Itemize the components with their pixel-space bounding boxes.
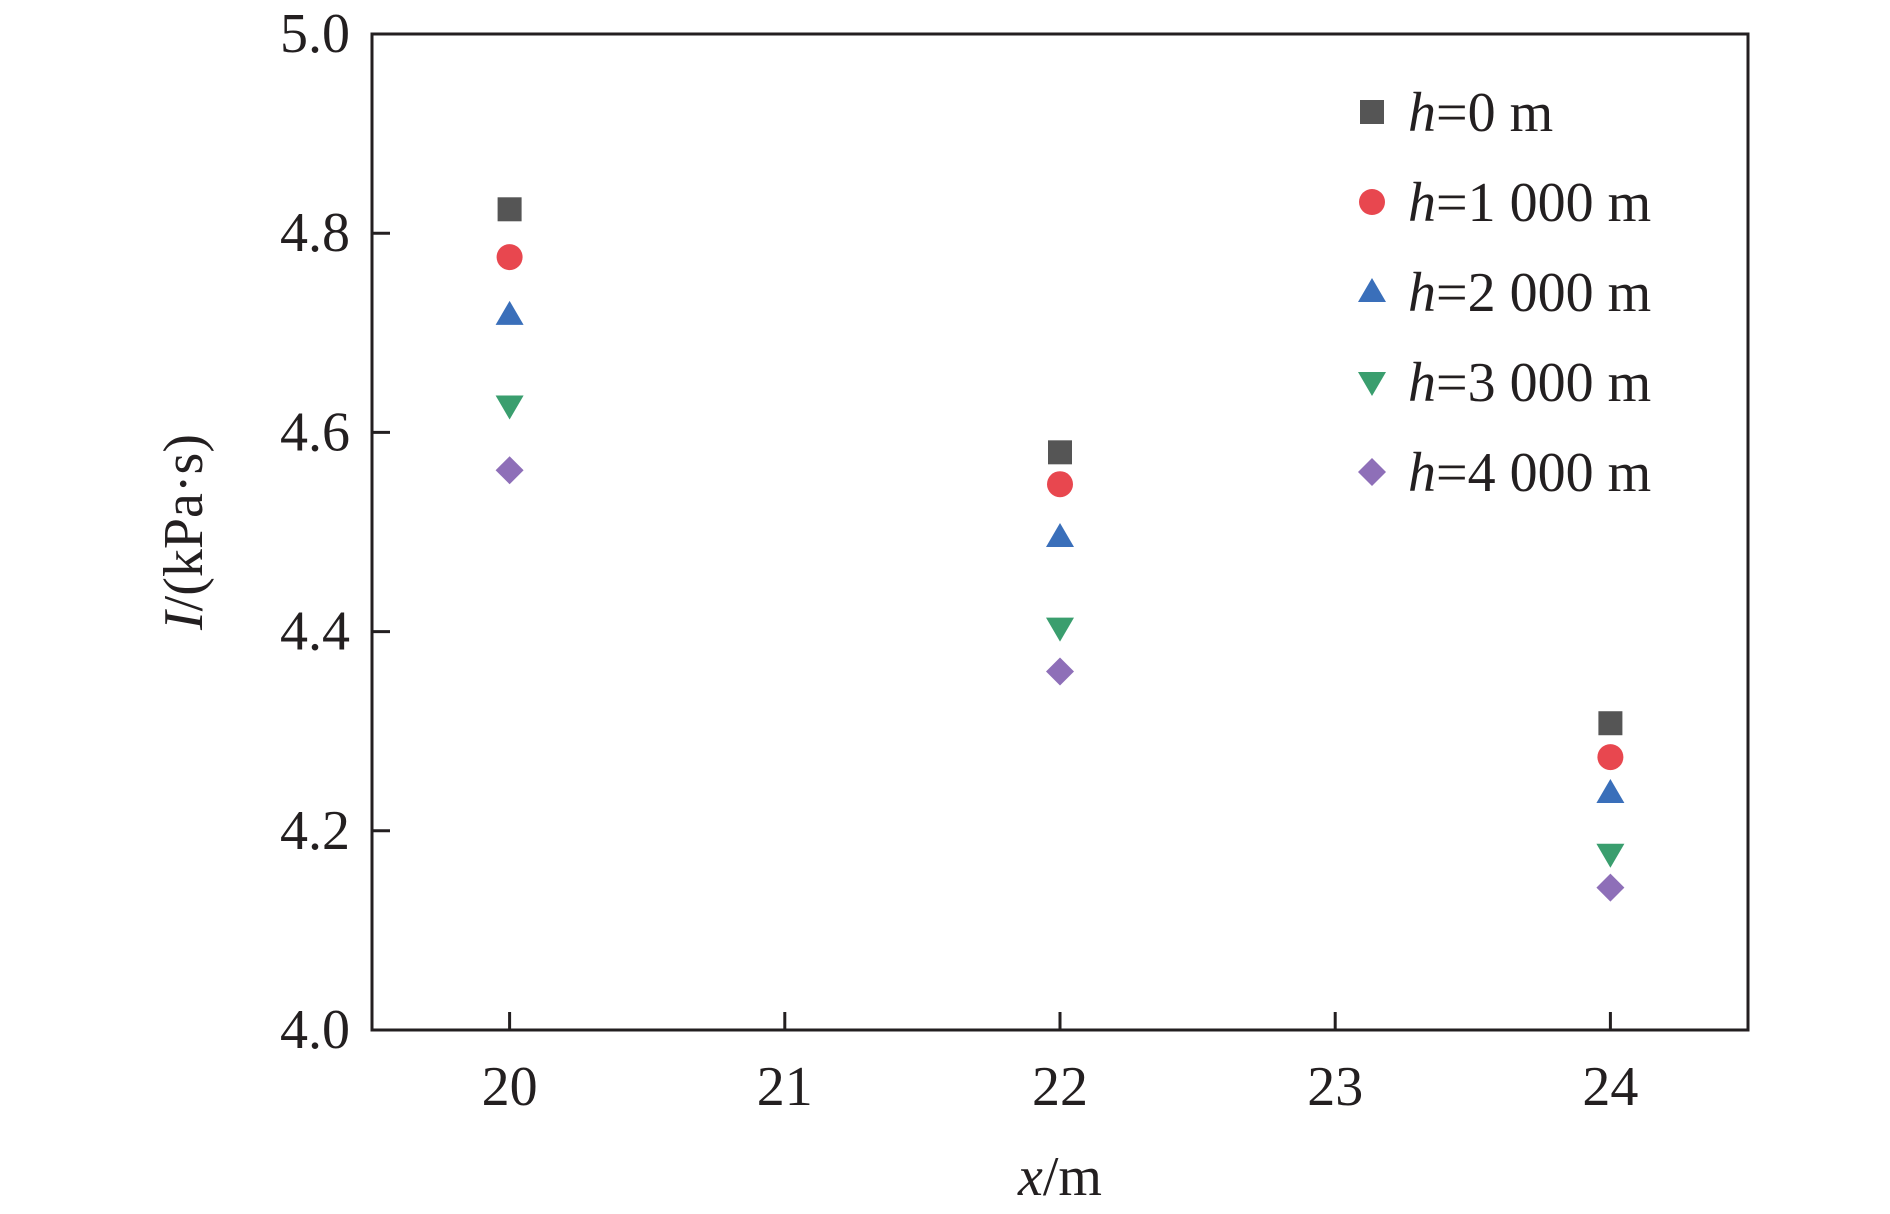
data-point	[1047, 471, 1073, 498]
legend: h=0 m h=1 000 m h=2 000 m h=3 000 m h=4 000 …	[1358, 82, 1651, 504]
x-axis-title: x/m	[1017, 1146, 1102, 1208]
data-point	[1598, 711, 1623, 736]
data-point	[1046, 617, 1074, 642]
y-tick-label: 4.0	[280, 999, 350, 1061]
data-point	[495, 456, 524, 485]
data-point	[497, 197, 522, 222]
x-tick-label: 24	[1582, 1056, 1638, 1118]
legend-marker	[1359, 189, 1385, 215]
data-point	[1596, 778, 1625, 803]
y-tick-label: 4.8	[280, 202, 350, 264]
y-axis-title: I/(kPa·s)	[153, 434, 215, 631]
legend-marker	[1360, 100, 1384, 124]
data-point	[1046, 522, 1074, 547]
x-tick-label: 21	[757, 1056, 813, 1118]
y-axis: 4.0 4.2 4.4 4.6 4.8 5.0	[280, 3, 390, 1061]
y-tick-label: 4.4	[280, 601, 350, 663]
legend-marker	[1358, 278, 1386, 302]
y-tick-label: 4.6	[280, 401, 350, 463]
legend-label: h=1 000 m	[1408, 172, 1651, 234]
y-tick-label: 5.0	[280, 3, 350, 65]
data-point	[1596, 843, 1625, 868]
legend-label: h=4 000 m	[1408, 442, 1651, 504]
data-point	[496, 244, 523, 271]
data-point	[1597, 744, 1624, 771]
data-point	[495, 300, 524, 325]
data-point	[495, 395, 524, 420]
legend-label: h=3 000 m	[1408, 352, 1651, 414]
legend-label: h=2 000 m	[1408, 262, 1651, 324]
legend-marker	[1358, 372, 1386, 396]
data-point	[1596, 873, 1625, 902]
legend-marker	[1358, 458, 1386, 486]
y-tick-label: 4.2	[280, 800, 350, 862]
x-tick-label: 23	[1307, 1056, 1363, 1118]
x-tick-label: 20	[482, 1056, 538, 1118]
legend-label: h=0 m	[1408, 82, 1553, 144]
data-point	[1048, 440, 1072, 465]
data-points	[495, 197, 1625, 902]
x-axis: 20 21 22 23 24	[482, 1012, 1638, 1118]
data-point	[1046, 657, 1074, 686]
x-tick-label: 22	[1032, 1056, 1088, 1118]
